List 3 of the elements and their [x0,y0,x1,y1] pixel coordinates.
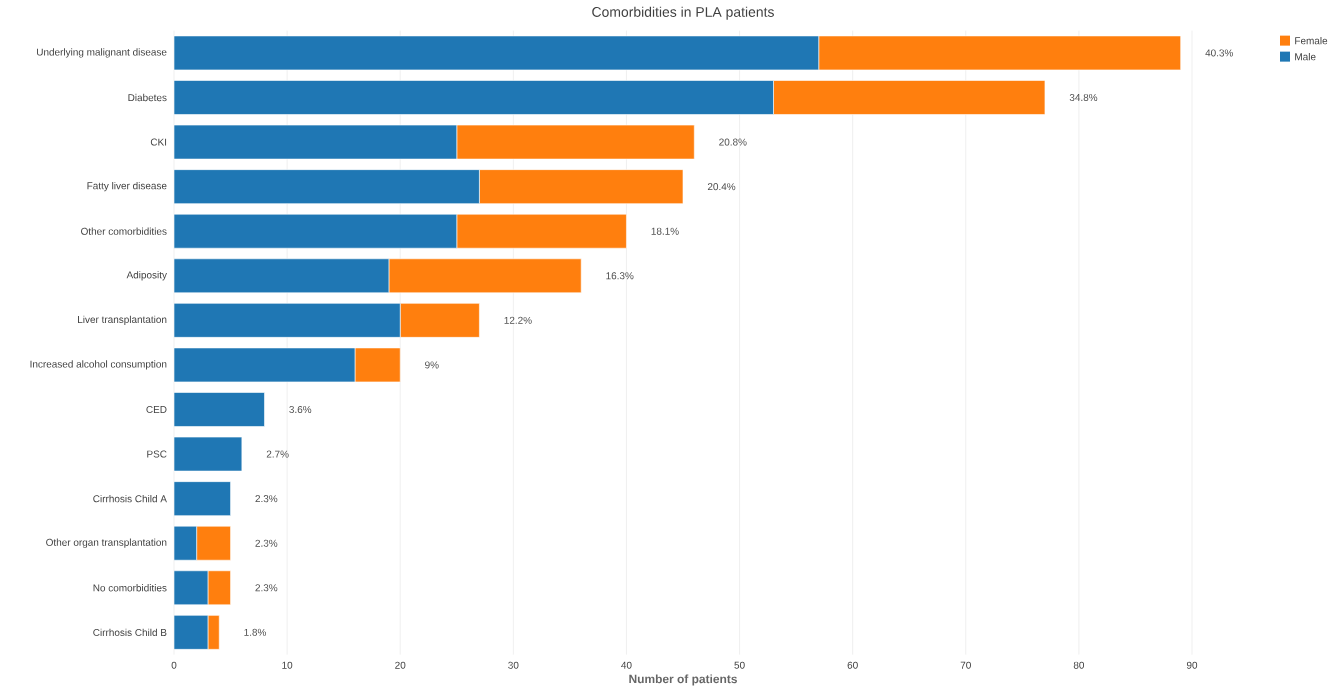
bar [173,481,231,516]
bar [173,392,265,427]
bar [173,436,243,472]
